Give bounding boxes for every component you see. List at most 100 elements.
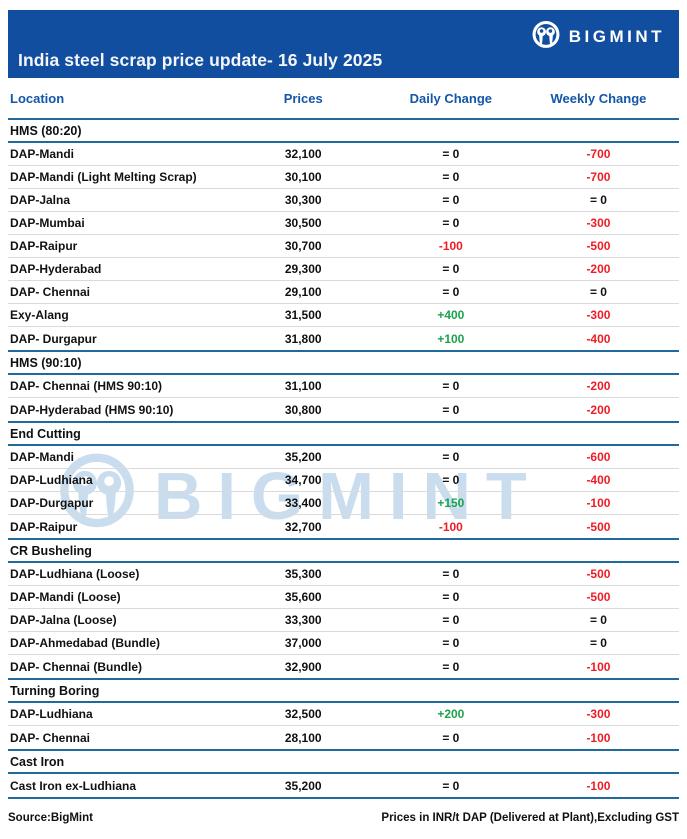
price-cell: 32,100 xyxy=(284,147,322,161)
footer: Source:BigMint Prices in INR/t DAP (Deli… xyxy=(8,812,679,824)
location-cell: DAP-Durgapur xyxy=(10,496,94,510)
table-row: DAP-Durgapur 33,400 +150 -100 xyxy=(8,492,679,515)
price-cell: 33,300 xyxy=(284,613,322,627)
daily-change-cell: = 0 xyxy=(442,216,460,230)
price-cell: 30,100 xyxy=(284,170,322,184)
daily-change-cell: = 0 xyxy=(442,170,460,184)
price-table-body: HMS (80:20) DAP-Mandi 32,100 = 0 -700 DAP-Man… xyxy=(8,118,679,799)
daily-change-cell: +400 xyxy=(437,308,465,322)
table-row: DAP-Mumbai 30,500 = 0 -300 xyxy=(8,212,679,235)
daily-change-cell: = 0 xyxy=(442,193,460,207)
location-cell: DAP-Hyderabad (HMS 90:10) xyxy=(10,402,174,417)
price-cell: 32,900 xyxy=(284,659,322,674)
table-row: DAP-Ludhiana 32,500 +200 -300 xyxy=(8,703,679,726)
column-header-daily-change: Daily Change xyxy=(409,90,493,106)
daily-change-cell: = 0 xyxy=(442,590,460,604)
section-header: HMS (90:10) xyxy=(8,350,679,375)
weekly-change-cell: -500 xyxy=(586,567,611,581)
weekly-change-cell: -100 xyxy=(586,496,611,510)
daily-change-cell: = 0 xyxy=(442,659,460,674)
daily-change-cell: -100 xyxy=(438,519,463,534)
price-cell: 30,800 xyxy=(284,402,322,417)
weekly-change-cell: -400 xyxy=(586,331,611,346)
table-row: DAP- Chennai 29,100 = 0 = 0 xyxy=(8,281,679,304)
weekly-change-cell: = 0 xyxy=(589,285,607,299)
location-cell: DAP-Mandi xyxy=(10,147,74,161)
weekly-change-cell: -200 xyxy=(586,402,611,417)
price-cell: 31,500 xyxy=(284,308,322,322)
daily-change-cell: = 0 xyxy=(442,778,460,793)
location-cell: Exy-Alang xyxy=(10,308,69,322)
price-cell: 34,700 xyxy=(284,473,322,487)
location-cell: DAP-Mandi (Light Melting Scrap) xyxy=(10,170,197,184)
weekly-change-cell: -600 xyxy=(586,450,611,464)
table-row: DAP-Mandi 35,200 = 0 -600 xyxy=(8,446,679,469)
location-cell: Cast Iron ex-Ludhiana xyxy=(10,778,137,793)
table-row: DAP-Mandi (Light Melting Scrap) 30,100 = 0… xyxy=(8,166,679,189)
section-header: HMS (80:20) xyxy=(8,118,679,143)
table-row: DAP-Ahmedabad (Bundle) 37,000 = 0 = 0 xyxy=(8,632,679,655)
section-header: Turning Boring xyxy=(8,678,679,703)
table-row: DAP-Raipur 30,700 -100 -500 xyxy=(8,235,679,258)
daily-change-cell: = 0 xyxy=(442,567,460,581)
price-cell: 31,100 xyxy=(284,379,322,393)
daily-change-cell: = 0 xyxy=(442,613,460,627)
price-cell: 30,300 xyxy=(284,193,322,207)
price-cell: 28,100 xyxy=(284,730,322,745)
weekly-change-cell: -500 xyxy=(586,239,611,253)
table-section: CR Busheling DAP-Ludhiana (Loose) 35,300 = … xyxy=(8,538,679,678)
weekly-change-cell: -200 xyxy=(586,379,611,393)
daily-change-cell: = 0 xyxy=(442,379,460,393)
price-cell: 29,300 xyxy=(284,262,322,276)
bigmint-logo: BIGMINT xyxy=(531,20,665,53)
daily-change-cell: +200 xyxy=(437,707,465,721)
weekly-change-cell: -700 xyxy=(586,170,611,184)
table-section: Turning Boring DAP-Ludhiana 32,500 +200 -300… xyxy=(8,678,679,749)
table-section: Cast Iron Cast Iron ex-Ludhiana 35,200 = 0 -… xyxy=(8,749,679,797)
weekly-change-cell: = 0 xyxy=(589,636,607,650)
location-cell: DAP-Mandi (Loose) xyxy=(10,590,121,604)
table-row: DAP-Raipur 32,700 -100 -500 xyxy=(8,515,679,538)
location-cell: DAP-Ludhiana xyxy=(10,473,93,487)
weekly-change-cell: -100 xyxy=(586,730,611,745)
weekly-change-cell: -100 xyxy=(586,659,611,674)
location-cell: DAP-Raipur xyxy=(10,239,78,253)
location-cell: DAP-Ahmedabad (Bundle) xyxy=(10,636,160,650)
table-row: DAP-Mandi 32,100 = 0 -700 xyxy=(8,143,679,166)
table-row: DAP-Jalna (Loose) 33,300 = 0 = 0 xyxy=(8,609,679,632)
column-header-prices: Prices xyxy=(283,90,323,106)
table-row: Cast Iron ex-Ludhiana 35,200 = 0 -100 xyxy=(8,774,679,797)
table-row: DAP-Mandi (Loose) 35,600 = 0 -500 xyxy=(8,586,679,609)
section-header: Cast Iron xyxy=(8,749,679,774)
price-cell: 35,200 xyxy=(284,778,322,793)
table-row: Exy-Alang 31,500 +400 -300 xyxy=(8,304,679,327)
source-note: Source:BigMint xyxy=(8,812,93,824)
section-header: End Cutting xyxy=(8,421,679,446)
price-cell: 35,200 xyxy=(284,450,322,464)
location-cell: DAP-Jalna (Loose) xyxy=(10,613,117,627)
location-cell: DAP-Jalna xyxy=(10,193,71,207)
column-header-location: Location xyxy=(10,90,65,106)
weekly-change-cell: -300 xyxy=(586,308,611,322)
weekly-change-cell: -300 xyxy=(586,216,611,230)
daily-change-cell: = 0 xyxy=(442,285,460,299)
weekly-change-cell: = 0 xyxy=(589,193,607,207)
location-cell: DAP-Hyderabad xyxy=(10,262,102,276)
location-cell: DAP- Chennai xyxy=(10,285,91,299)
location-cell: DAP-Ludhiana xyxy=(10,707,93,721)
table-section: HMS (90:10) DAP- Chennai (HMS 90:10) 31,10… xyxy=(8,350,679,421)
location-cell: DAP-Mandi xyxy=(10,450,74,464)
location-cell: DAP-Raipur xyxy=(10,519,78,534)
brand-name: BIGMINT xyxy=(568,26,665,46)
table-row: DAP- Chennai (Bundle) 32,900 = 0 -100 xyxy=(8,655,679,678)
page-title: India steel scrap price update- 16 July … xyxy=(18,50,383,70)
price-cell: 30,500 xyxy=(284,216,322,230)
daily-change-cell: -100 xyxy=(438,239,463,253)
location-cell: DAP- Chennai (HMS 90:10) xyxy=(10,379,163,393)
table-section: HMS (80:20) DAP-Mandi 32,100 = 0 -700 DAP-Man… xyxy=(8,118,679,350)
units-note: Prices in INR/t DAP (Delivered at Plant)… xyxy=(381,812,679,824)
weekly-change-cell: -700 xyxy=(586,147,611,161)
table-row: DAP-Hyderabad 29,300 = 0 -200 xyxy=(8,258,679,281)
daily-change-cell: = 0 xyxy=(442,402,460,417)
daily-change-cell: = 0 xyxy=(442,730,460,745)
